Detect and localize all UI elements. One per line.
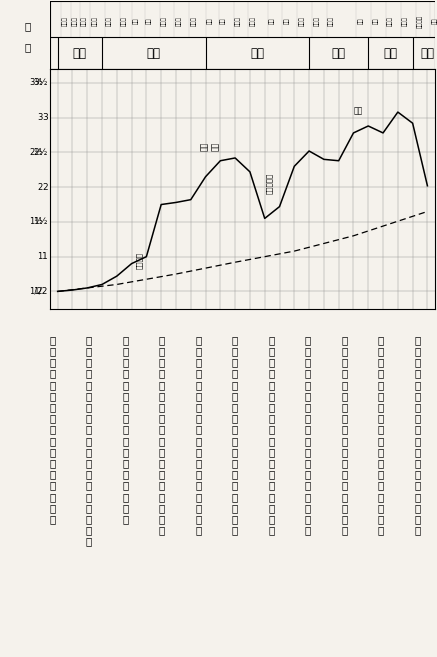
- Text: 二十日: 二十日: [402, 16, 408, 26]
- Text: た
る
児
重
の
體
重
は
平
均
二
ポ
ン
ド
八
オ
ン
ス: た る 児 重 の 體 重 は 平 均 二 ポ ン ド 八 オ ン ス: [195, 335, 201, 535]
- Text: 2: 2: [38, 183, 43, 192]
- Text: 二十日: 二十日: [81, 16, 87, 26]
- Text: 予等: 予等: [432, 18, 437, 24]
- Text: 1/2: 1/2: [34, 287, 48, 296]
- Text: 三十日: 三十日: [191, 16, 197, 26]
- Text: 与
を
受
け
た
る
児
童
の
體
重
は
、
一
週
日
平
均: 与 を 受 け た る 児 童 の 體 重 は 、 一 週 日 平 均: [378, 335, 384, 535]
- Text: 六月: 六月: [332, 47, 346, 60]
- Text: 二十五日: 二十五日: [417, 14, 423, 28]
- Text: 度: 度: [24, 43, 31, 53]
- Text: 三月: 三月: [73, 47, 87, 60]
- Text: 一日: 一日: [133, 18, 139, 24]
- Text: 1: 1: [38, 252, 43, 261]
- Text: 3: 3: [37, 113, 43, 122]
- Text: 六
オ
ン
ス
に
し
て
百
二
十
夕
餘
に
当
る
）
。: 六 オ ン ス に し て 百 二 十 夕 餘 に 当 る ） 。: [49, 335, 55, 524]
- Text: 二五日: 二五日: [107, 16, 112, 26]
- Text: 2½: 2½: [29, 148, 43, 157]
- Text: 八日: 八日: [373, 18, 378, 24]
- Text: 七月: 七月: [383, 47, 397, 60]
- Text: （
二
オ
ン
ス
は
我
七
夕
五
五
九
、
一
ポ
ン
ド
は
十: （ 二 オ ン ス は 我 七 夕 五 五 九 、 一 ポ ン ド は 十: [86, 335, 92, 547]
- Text: 三十日: 三十日: [121, 16, 127, 26]
- Text: 1/2: 1/2: [29, 287, 43, 296]
- Text: 四月: 四月: [147, 47, 161, 60]
- Text: 八月: 八月: [420, 47, 434, 60]
- Text: 五月: 五月: [250, 47, 264, 60]
- Text: 1½: 1½: [29, 217, 43, 227]
- Text: 1½: 1½: [34, 217, 48, 227]
- Text: 十三日: 十三日: [388, 16, 393, 26]
- Text: 週
日
間
に
於
い
て
は
、
其
増
加
最
も
急
激
に
し: 週 日 間 に 於 い て は 、 其 増 加 最 も 急 激 に し: [305, 335, 311, 535]
- Text: 二三日: 二三日: [329, 16, 334, 26]
- Text: 殖
え
た
が
、
給
与
を
受
け
ざ
り
し
者
の
體
重
は: 殖 え た が 、 給 与 を 受 け ざ り し 者 の 體 重 は: [159, 335, 165, 535]
- Text: 十五日: 十五日: [73, 16, 78, 26]
- Text: 三日: 三日: [269, 18, 275, 24]
- Text: 2½: 2½: [34, 148, 48, 157]
- Text: 十五日: 十五日: [235, 16, 241, 26]
- Text: 中止: 中止: [353, 106, 363, 115]
- Text: 実
験
中
最
初
の
四
週
間
に
於
い
て
は
、
食
事
給: 実 験 中 最 初 の 四 週 間 に 於 い て は 、 食 事 給: [414, 335, 420, 535]
- Text: 十五日: 十五日: [161, 16, 167, 26]
- Text: 二十日: 二十日: [176, 16, 182, 26]
- Text: 十日: 十日: [284, 18, 290, 24]
- Text: 3½: 3½: [29, 78, 43, 87]
- Text: 十日: 十日: [221, 18, 226, 24]
- Text: 十五日: 十五日: [299, 16, 305, 26]
- Text: 1: 1: [42, 252, 48, 261]
- Text: 六
オ
ン
ス
の
増
加
を
示
し
た
。
殖
に
最
初
の
一: 六 オ ン ス の 増 加 を 示 し た 。 殖 に 最 初 の 一: [341, 335, 347, 535]
- Text: 二十日: 二十日: [314, 16, 319, 26]
- Text: 二十日: 二十日: [250, 16, 256, 26]
- Text: 3: 3: [42, 113, 48, 122]
- Text: 3½: 3½: [34, 78, 48, 87]
- Text: て
、
平
均
一
ポ
ン
ド
四
オ
ン
ス
で
あ
つ
た
。
か: て 、 平 均 一 ポ ン ド 四 オ ン ス で あ つ た 。 か: [268, 335, 274, 535]
- Text: 2: 2: [42, 183, 48, 192]
- Text: 八日: 八日: [146, 18, 152, 24]
- Text: く
て
実
験
期
間
を
通
じ
て
、
食
事
給
与
を
受
け: く て 実 験 期 間 を 通 じ て 、 食 事 給 与 を 受 け: [232, 335, 238, 535]
- Text: 給食再開始: 給食再開始: [266, 173, 272, 194]
- Text: 十三日: 十三日: [62, 16, 68, 26]
- Text: 時: 時: [24, 21, 31, 31]
- Text: 二九日: 二九日: [92, 16, 97, 26]
- Text: 一日: 一日: [358, 18, 364, 24]
- Text: 一
ポ
ン
ド
四
オ
ン
ス
殖
え
た
に
に
過
ぎ
ぬ
。: 一 ポ ン ド 四 オ ン ス 殖 え た に に 過 ぎ ぬ 。: [122, 335, 128, 524]
- Text: 四日: 四日: [207, 18, 213, 24]
- Text: 給食
中止: 給食 中止: [200, 142, 220, 152]
- Text: 給食開始: 給食開始: [136, 252, 142, 269]
